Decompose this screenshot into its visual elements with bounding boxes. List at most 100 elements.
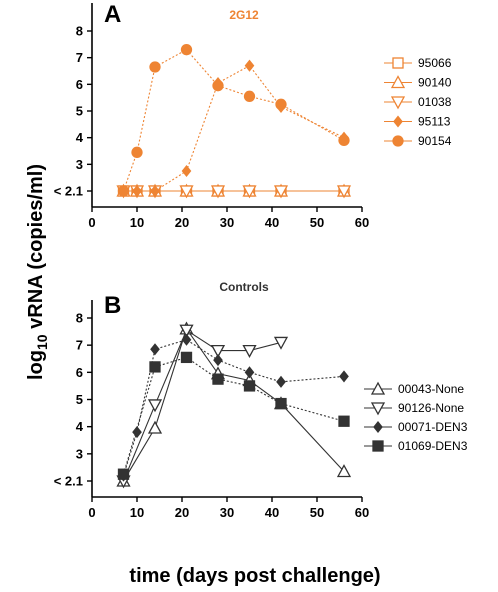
y-tick-label: 5 bbox=[76, 104, 83, 119]
y-tick-label: 8 bbox=[76, 311, 83, 326]
panel-a: 0 10 20 30 40 50 60 < 2.1 3 4 5 6 7 8 A 2G12 95066 90140 0… bbox=[54, 1, 452, 230]
data-point bbox=[132, 184, 142, 198]
legend-label: 00043-None bbox=[398, 382, 464, 396]
data-point bbox=[336, 464, 352, 478]
x-tick-label: 20 bbox=[175, 215, 189, 230]
legend-marker bbox=[390, 75, 406, 89]
data-point bbox=[213, 354, 223, 367]
y-tick-label: 4 bbox=[76, 419, 84, 434]
data-point bbox=[276, 375, 286, 388]
data-point bbox=[244, 59, 255, 72]
panel-title: 2G12 bbox=[229, 8, 259, 22]
x-tick-label: 30 bbox=[220, 505, 234, 520]
panel-title: Controls bbox=[219, 280, 269, 294]
data-point bbox=[131, 146, 143, 158]
legend-marker bbox=[373, 420, 383, 434]
data-point bbox=[210, 185, 226, 199]
data-point bbox=[181, 164, 192, 178]
legend-label: 90140 bbox=[418, 76, 452, 90]
y-tick-label: 6 bbox=[76, 77, 83, 92]
legend-marker bbox=[390, 96, 406, 110]
panel-letter: B bbox=[104, 292, 121, 319]
x-tick-label: 10 bbox=[130, 505, 144, 520]
y-tick-label: 5 bbox=[76, 392, 83, 407]
y-axis-label-rest: vRNA (copies/ml) bbox=[25, 164, 47, 334]
data-point bbox=[244, 366, 255, 379]
x-tick-label: 40 bbox=[265, 505, 279, 520]
x-tick-label: 10 bbox=[130, 215, 144, 230]
series-90154 bbox=[117, 44, 350, 197]
data-point bbox=[179, 185, 194, 199]
data-point bbox=[212, 373, 224, 385]
y-tick-label: 6 bbox=[76, 365, 83, 380]
data-point bbox=[179, 324, 194, 338]
data-point bbox=[181, 333, 192, 346]
x-axis-label: time (days post challenge) bbox=[129, 565, 380, 587]
panel-b: 0 10 20 30 40 50 60 < 2.1 3 4 5 6 7 8 B Controls 00043-N… bbox=[54, 280, 468, 520]
data-point bbox=[275, 98, 287, 110]
series-95113 bbox=[118, 59, 349, 198]
y-tick-label: 7 bbox=[76, 50, 83, 65]
legend-label: 00071-DEN3 bbox=[398, 420, 468, 434]
data-point bbox=[242, 344, 257, 358]
data-point bbox=[150, 184, 160, 198]
data-point bbox=[243, 90, 256, 102]
data-point bbox=[149, 361, 161, 373]
data-point bbox=[273, 336, 289, 350]
y-tick-label: 7 bbox=[76, 338, 83, 353]
data-point bbox=[212, 80, 224, 92]
legend-marker bbox=[392, 135, 404, 147]
x-tick-label: 50 bbox=[310, 215, 324, 230]
legend-label: 95066 bbox=[418, 56, 452, 70]
legend-label: 90126-None bbox=[398, 401, 464, 415]
y-tick-label: 4 bbox=[76, 130, 84, 145]
legend-marker bbox=[393, 115, 403, 128]
data-point bbox=[338, 415, 350, 427]
series-01069-DEN3 bbox=[117, 351, 350, 480]
data-point bbox=[243, 380, 256, 392]
y-axis-label-subscript: 10 bbox=[34, 334, 50, 350]
data-point bbox=[180, 44, 193, 56]
series-line bbox=[122, 356, 345, 475]
data-point bbox=[117, 468, 130, 480]
legend-marker bbox=[392, 57, 404, 69]
x-tick-label: 60 bbox=[355, 505, 369, 520]
series-90126-None bbox=[116, 324, 289, 489]
data-point bbox=[210, 344, 226, 358]
data-point bbox=[338, 134, 350, 146]
data-point bbox=[132, 426, 142, 439]
y-tick-label: 3 bbox=[76, 446, 83, 461]
x-tick-label: 60 bbox=[355, 215, 369, 230]
series-line bbox=[122, 329, 282, 482]
data-point bbox=[117, 185, 130, 197]
y-tick-label: 3 bbox=[76, 157, 83, 172]
data-point bbox=[336, 185, 352, 199]
y-tick-label: 8 bbox=[76, 24, 83, 39]
x-tick-label: 50 bbox=[310, 505, 324, 520]
data-point bbox=[147, 420, 163, 434]
data-point bbox=[275, 397, 287, 410]
x-tick-label: 20 bbox=[175, 505, 189, 520]
y-tick-label: < 2.1 bbox=[54, 474, 83, 489]
x-tick-label: 30 bbox=[220, 215, 234, 230]
y-axis-label: log10 vRNA (copies/ml) bbox=[25, 164, 50, 380]
legend-label: 01069-DEN3 bbox=[398, 439, 468, 453]
series-line bbox=[123, 64, 345, 192]
panel-letter: A bbox=[104, 1, 121, 28]
data-point bbox=[150, 343, 160, 356]
y-axis-label-main: log bbox=[25, 350, 47, 380]
legend-marker bbox=[372, 440, 384, 452]
data-point bbox=[339, 370, 349, 383]
x-tick-label: 0 bbox=[88, 505, 95, 520]
x-tick-label: 40 bbox=[265, 215, 279, 230]
x-tick-label: 0 bbox=[88, 215, 95, 230]
legend-label: 90154 bbox=[418, 134, 452, 148]
data-point bbox=[149, 61, 161, 73]
data-point bbox=[273, 185, 289, 199]
legend-marker bbox=[370, 381, 386, 395]
data-point bbox=[147, 399, 163, 413]
data-point bbox=[180, 351, 193, 364]
y-tick-label: < 2.1 bbox=[54, 184, 83, 199]
legend-label: 95113 bbox=[418, 115, 451, 129]
